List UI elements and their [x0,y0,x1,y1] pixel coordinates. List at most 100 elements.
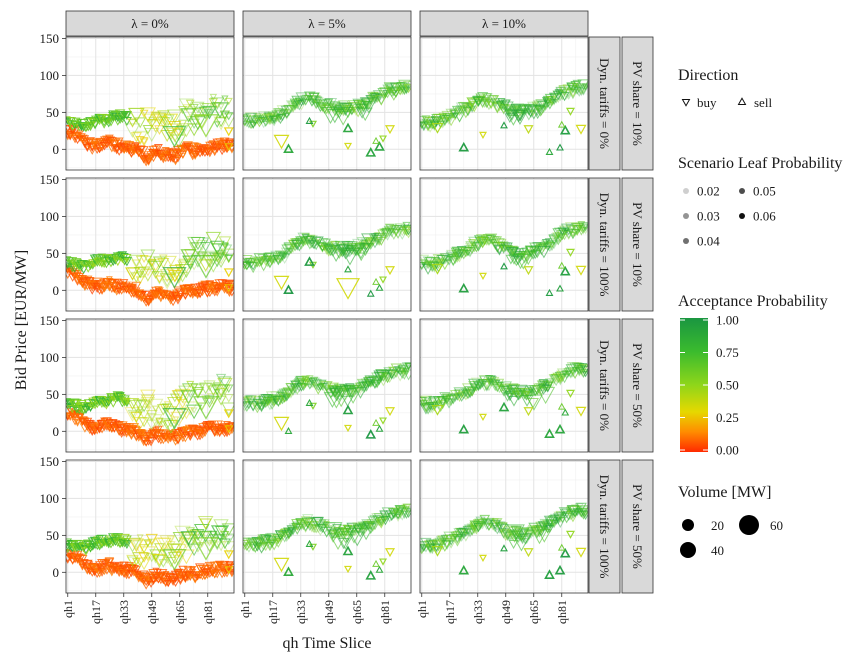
bid-marker [189,566,196,572]
sell-marker [544,569,555,579]
bid-marker [139,138,149,147]
bid-marker-large [162,548,187,571]
bid-marker-large [351,244,363,255]
y-tick-label: 50 [46,387,59,402]
bid-marker [195,239,209,252]
bid-marker [381,371,389,378]
x-axis-title: qh Time Slice [283,635,372,652]
sell-marker [458,423,470,434]
bid-marker [167,271,175,279]
bid-marker [124,562,134,571]
bid-marker [191,107,205,119]
bid-marker [555,511,566,521]
bid-marker [112,257,123,267]
bid-marker [386,372,393,379]
bid-marker [179,532,194,545]
bid-marker [124,407,141,422]
sell-marker [500,262,508,270]
bid-marker [145,437,157,447]
sell-marker [559,265,571,276]
bid-marker [158,559,169,568]
strip-box [588,36,621,171]
bid-marker [570,80,580,90]
bid-marker [463,524,473,532]
bid-marker [478,554,488,563]
bid-marker [420,119,429,128]
bid-marker [324,98,334,107]
bid-marker [205,147,215,156]
bid-marker-large [341,249,359,266]
colorbar-label: 0.00 [716,443,739,458]
bid-marker [359,103,366,110]
bid-marker [73,122,81,130]
bid-marker [432,538,441,545]
bid-marker [158,116,168,125]
bid-marker [394,513,402,520]
bid-marker [546,381,554,388]
bid-marker [582,371,588,378]
bid-marker [478,272,488,281]
bid-marker-large [210,525,230,542]
bid-marker [497,98,506,106]
bid-marker [304,518,316,529]
bid-marker [548,242,556,249]
bid-marker [132,142,140,149]
x-tick-label: qh49 [322,600,336,624]
colorbar-label: 0.25 [716,410,739,425]
bid-marker-large [210,384,230,401]
bid-marker [381,230,394,241]
y-tick-label: 0 [53,565,60,580]
bid-marker [258,119,269,129]
bid-marker [171,291,180,299]
bid-marker [343,565,353,574]
bid-marker [564,370,573,378]
legend-label-scenario: 0.02 [697,184,720,199]
x-tick-label: qh81 [201,600,215,624]
bid-marker [301,94,310,102]
legend-title-direction: Direction [678,67,738,84]
bid-marker [567,228,579,240]
bid-marker [523,529,535,541]
bid-marker [316,526,324,533]
bid-marker [575,124,587,135]
legend-key-sell [737,97,747,106]
bid-marker [89,120,101,130]
legend-label-volume: 40 [711,543,724,558]
bid-marker-large [514,528,529,541]
bid-marker [277,251,288,261]
bid-marker [399,363,409,372]
bid-marker [137,266,151,279]
bid-marker [542,104,550,111]
bid-marker [192,542,204,553]
bid-marker [121,116,132,127]
bid-marker [221,535,229,542]
x-tick-label: qh65 [527,600,541,624]
bid-marker [317,524,328,534]
y-tick-label: 0 [53,283,60,298]
bid-marker [386,369,397,379]
bid-marker-large [341,395,354,407]
bid-marker [181,383,192,393]
bid-marker [575,265,587,276]
strip-label: PV share = 50% [630,484,645,569]
bid-marker [437,400,448,410]
bid-marker [129,399,144,413]
bid-marker [397,225,404,231]
bid-marker [432,544,441,553]
bid-marker [366,518,376,527]
bid-marker [76,400,87,410]
bid-marker [177,119,188,129]
bid-marker [144,156,154,165]
bid-marker [475,380,486,389]
bid-marker-large [348,531,366,547]
bid-marker [176,293,185,300]
bid-marker [205,108,214,116]
bid-marker [143,539,153,548]
sell-marker [342,545,354,556]
bid-marker [252,113,262,122]
bid-marker [324,245,337,257]
sell-marker [305,539,314,547]
bid-marker [147,398,164,413]
bid-marker [277,396,288,405]
bid-marker [393,366,403,375]
